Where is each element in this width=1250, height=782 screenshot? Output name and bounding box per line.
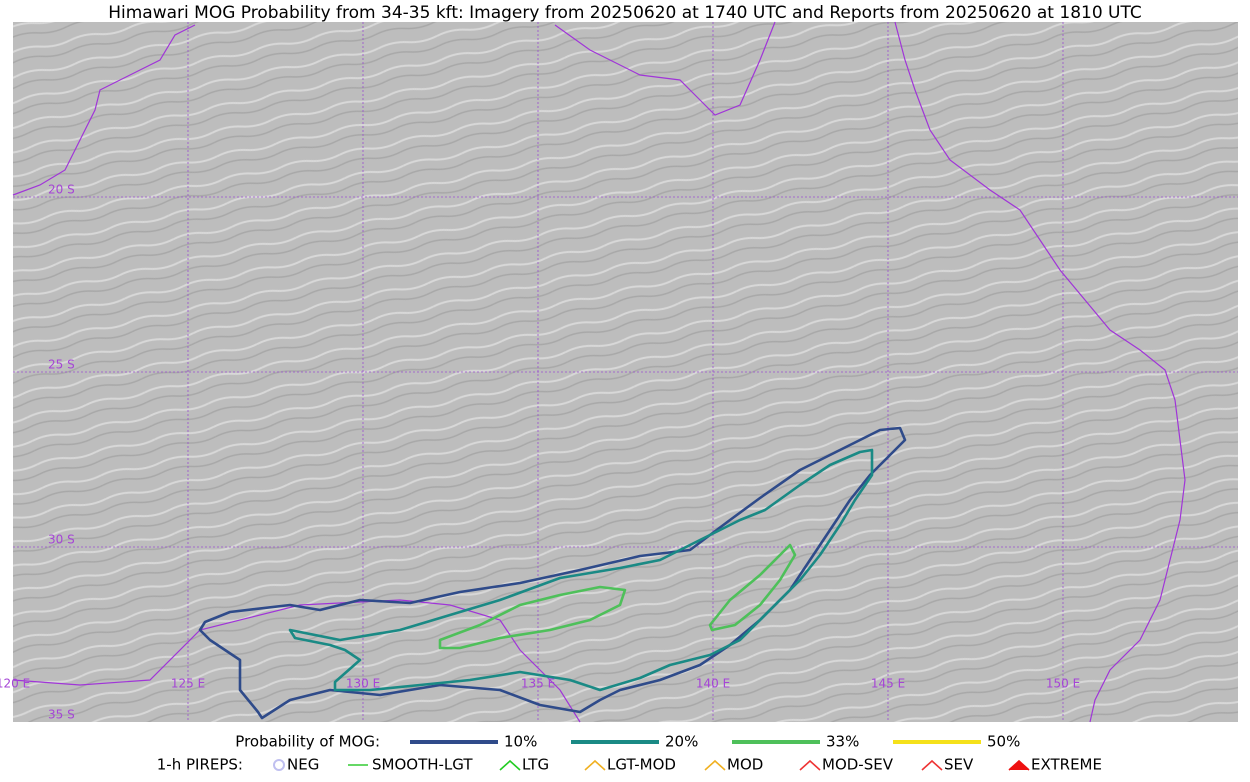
lon-label: 140 E — [696, 677, 730, 691]
lat-label: 20 S — [48, 183, 75, 197]
legend-label: SMOOTH-LGT — [372, 756, 473, 774]
legend-icon — [499, 759, 521, 771]
coastline — [12, 21, 1186, 723]
legend: Probability of MOG: 1-h PIREPS: 10% 20% 33… — [157, 733, 1102, 774]
legend-label: MOD-SEV — [822, 756, 894, 774]
legend-label: 50% — [987, 733, 1020, 751]
legend-title: Probability of MOG: — [235, 733, 380, 751]
probability-contours — [198, 426, 907, 720]
legend-label: LTG — [522, 756, 549, 774]
lon-label: 145 E — [871, 677, 905, 691]
legend-icon — [799, 759, 821, 771]
legend-label: LGT-MOD — [607, 756, 676, 774]
legend-label: SEV — [944, 756, 974, 774]
lat-label: 35 S — [48, 708, 75, 722]
legend-label: MOD — [727, 756, 763, 774]
legend-label: EXTREME — [1031, 756, 1102, 774]
legend-title: 1-h PIREPS: — [157, 756, 243, 774]
legend-label: 33% — [826, 733, 859, 751]
legend-label: 10% — [504, 733, 537, 751]
legend-label: 20% — [665, 733, 698, 751]
lon-label: 120 E — [0, 677, 30, 691]
lon-label: 135 E — [521, 677, 555, 691]
legend-icon — [273, 759, 285, 771]
legend-icon — [584, 759, 606, 771]
map: 20 S 25 S 30 S 35 S 120 E 125 E 130 E 135 E 140 … — [0, 21, 1238, 723]
title: Himawari MOG Probability from 34-35 kft:… — [108, 3, 1142, 23]
lon-label: 130 E — [346, 677, 380, 691]
legend-icon — [704, 759, 726, 771]
lat-label: 25 S — [48, 358, 75, 372]
legend-icon — [1008, 759, 1030, 771]
lat-label: 30 S — [48, 533, 75, 547]
legend-icon — [921, 759, 943, 771]
lon-label: 125 E — [171, 677, 205, 691]
graticule: 20 S 25 S 30 S 35 S 120 E 125 E 130 E 135 E 140 … — [0, 22, 1238, 722]
legend-label: NEG — [287, 756, 319, 774]
lon-label: 150 E — [1046, 677, 1080, 691]
